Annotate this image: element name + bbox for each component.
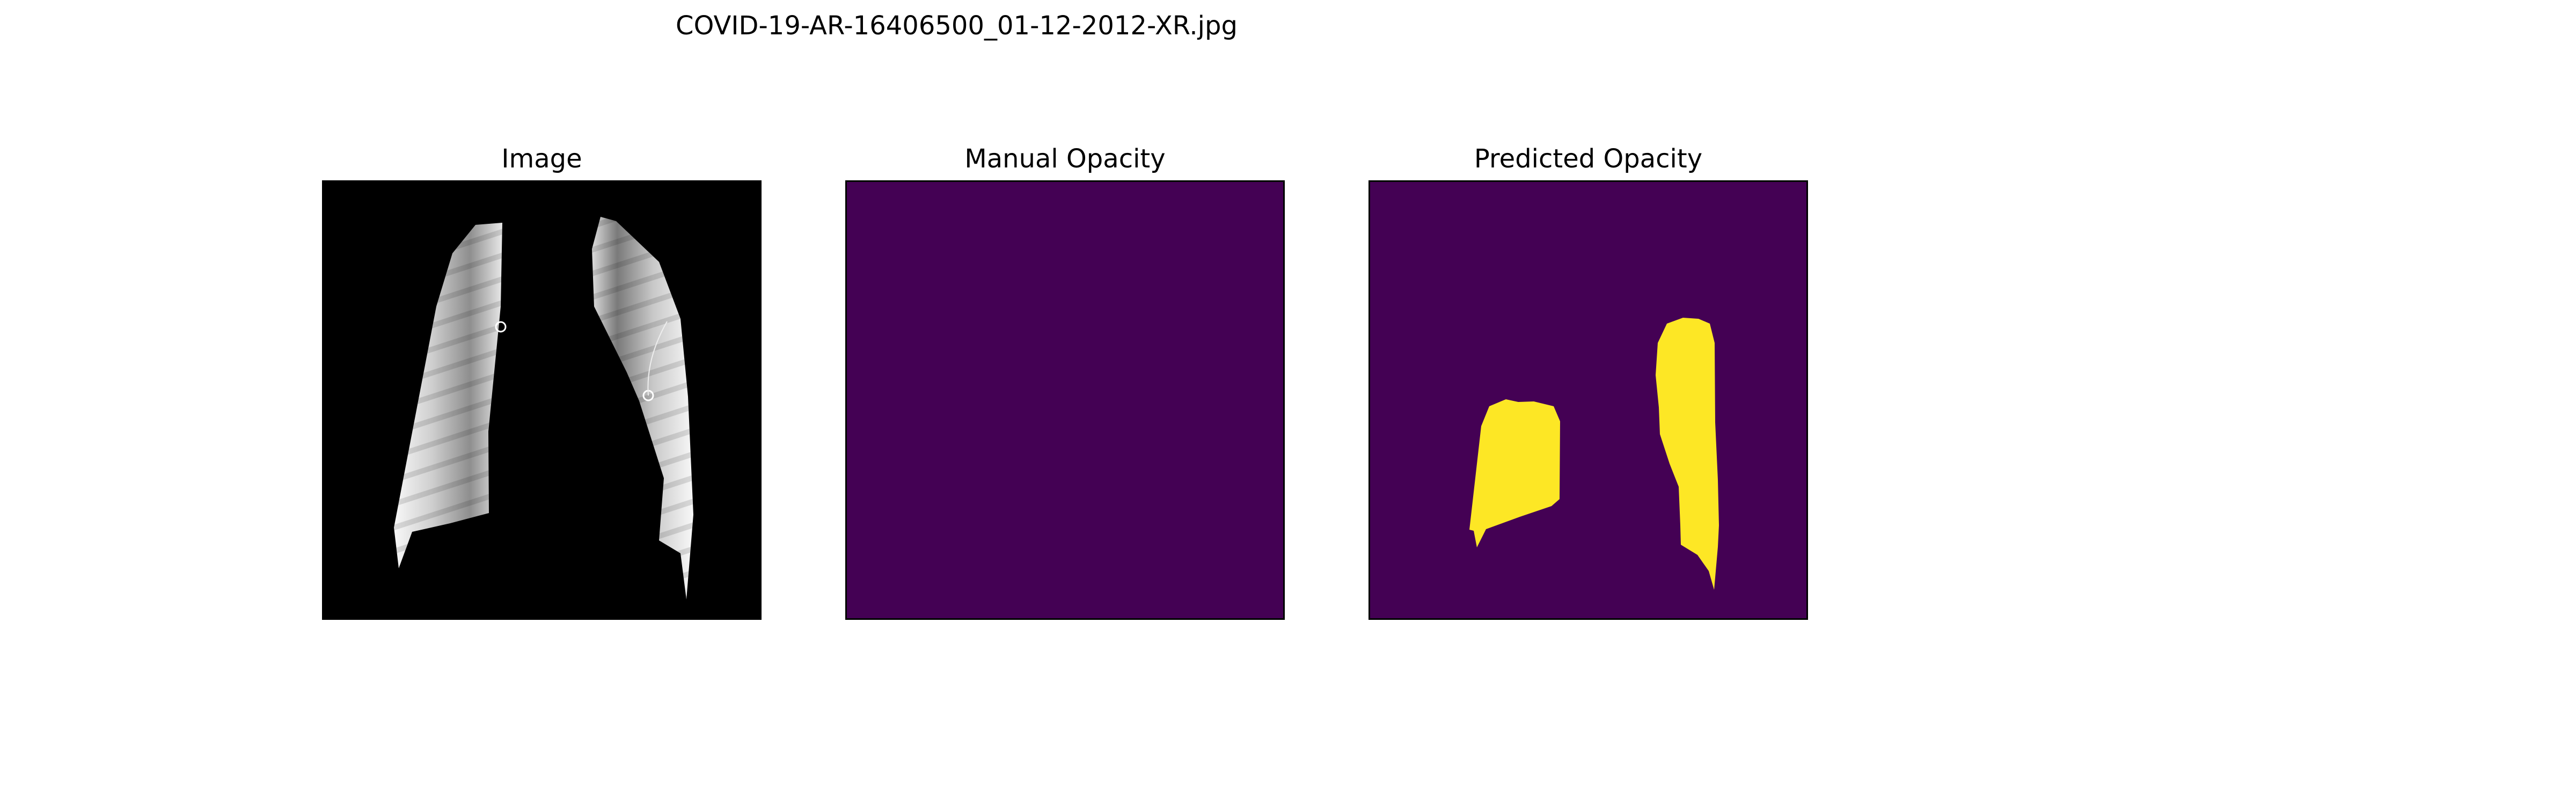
manual-opacity-panel: Manual Opacity (845, 144, 1285, 620)
predicted-region-left (1469, 399, 1560, 547)
manual-opacity-mask (845, 180, 1285, 620)
figure-title: COVID-19-AR-16406500_01-12-2012-XR.jpg (676, 11, 1238, 41)
predicted-mask-image (1370, 182, 1806, 618)
manual-mask-image (847, 182, 1283, 618)
image-panel: Image (322, 144, 762, 620)
predicted-region-right (1656, 318, 1719, 590)
panel-title-image: Image (501, 144, 582, 174)
xray-image-frame (322, 180, 762, 620)
xray-image (324, 182, 760, 618)
predicted-opacity-panel: Predicted Opacity (1368, 144, 1808, 620)
predicted-opacity-mask (1368, 180, 1808, 620)
panel-title-manual-opacity: Manual Opacity (964, 144, 1166, 174)
panel-title-predicted-opacity: Predicted Opacity (1474, 144, 1703, 174)
